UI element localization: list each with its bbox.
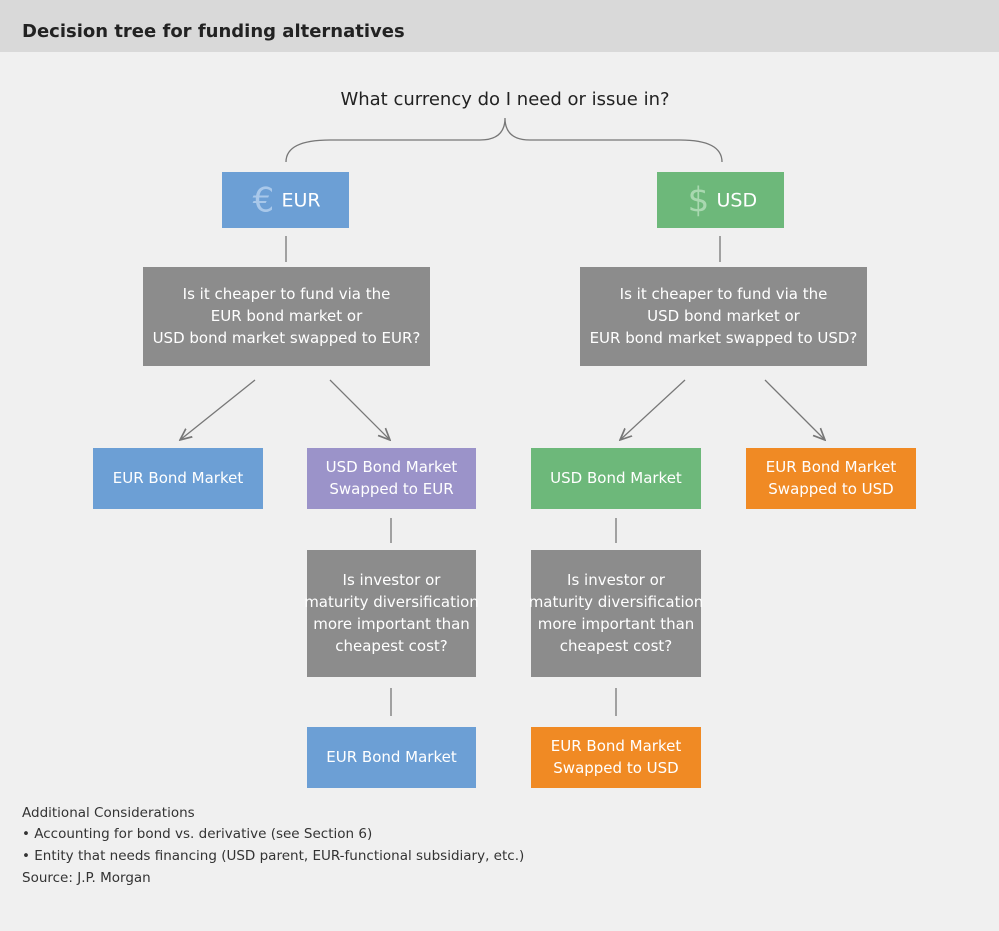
node-label: EUR bond market or — [211, 307, 363, 325]
connectors — [180, 236, 825, 716]
node-label: USD — [717, 190, 758, 212]
node-box — [531, 550, 701, 677]
header-title: Decision tree for funding alternatives — [22, 21, 405, 42]
currency-symbol: $ — [688, 181, 710, 221]
node-box — [531, 727, 701, 788]
node-label: maturity diversification — [304, 593, 479, 611]
node-label: EUR bond market swapped to USD? — [590, 329, 858, 347]
node-label: EUR Bond Market — [551, 737, 682, 755]
node-label: Swapped to EUR — [329, 480, 453, 498]
node-label: USD Bond Market — [326, 458, 458, 476]
node-label: more important than — [538, 615, 695, 633]
node-label: EUR Bond Market — [766, 458, 897, 476]
node-box — [307, 448, 476, 509]
node-label: EUR Bond Market — [113, 469, 244, 487]
footer-line: Additional Considerations — [22, 805, 195, 821]
brace — [285, 117, 723, 163]
footer-line: • Accounting for bond vs. derivative (se… — [22, 826, 372, 842]
node-label: cheapest cost? — [335, 637, 447, 655]
node-box — [580, 267, 867, 366]
node-box — [307, 727, 476, 788]
node-box — [222, 172, 349, 228]
node-label: Is it cheaper to fund via the — [620, 285, 828, 303]
node-label: Swapped to USD — [553, 759, 678, 777]
node-box — [746, 448, 916, 509]
node-label: Is it cheaper to fund via the — [183, 285, 391, 303]
header-bar — [0, 0, 999, 52]
node-box — [143, 267, 430, 366]
node-label: USD Bond Market — [550, 469, 682, 487]
currency-symbol: € — [253, 181, 275, 221]
node-box — [531, 448, 701, 509]
node-label: maturity diversification — [529, 593, 704, 611]
footer-line: • Entity that needs financing (USD paren… — [22, 848, 524, 864]
question: What currency do I need or issue in? — [340, 89, 669, 110]
node-label: USD bond market swapped to EUR? — [153, 329, 421, 347]
footer-line: Source: J.P. Morgan — [22, 870, 151, 886]
node-label: Is investor or — [567, 571, 666, 589]
node-label: Swapped to USD — [768, 480, 893, 498]
node-label: cheapest cost? — [560, 637, 672, 655]
node-label: EUR Bond Market — [326, 748, 457, 766]
node-label: more important than — [313, 615, 470, 633]
node-box — [657, 172, 784, 228]
node-label: Is investor or — [343, 571, 442, 589]
node-label: USD bond market or — [647, 307, 800, 325]
node-box — [93, 448, 263, 509]
node-label: EUR — [282, 190, 321, 212]
node-box — [307, 550, 476, 677]
